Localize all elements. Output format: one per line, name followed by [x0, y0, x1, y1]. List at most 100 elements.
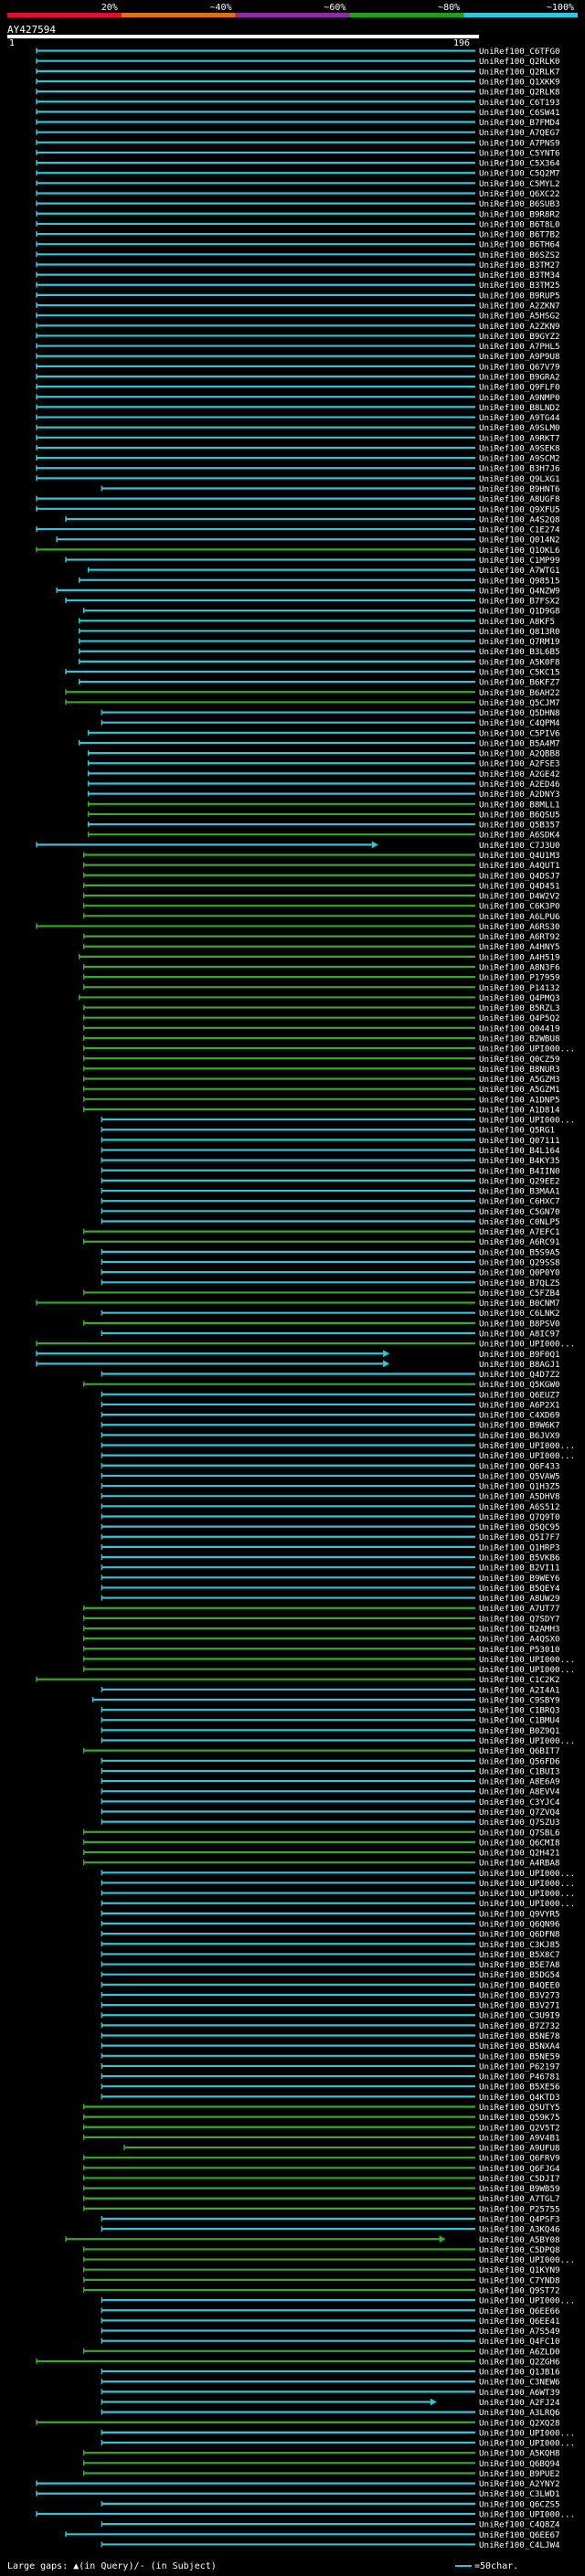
hit-label[interactable]: UniRef100_C5DPQ8 [479, 2245, 560, 2255]
hit-label[interactable]: UniRef100_A2I4A1 [479, 1685, 560, 1695]
hit-label[interactable]: UniRef100_B5NE78 [479, 2031, 560, 2041]
hit-label[interactable]: UniRef100_C0NLP5 [479, 1217, 560, 1227]
hit-label[interactable]: UniRef100_Q5I7F7 [479, 1532, 560, 1542]
hit-label[interactable]: UniRef100_B5VKB6 [479, 1553, 560, 1564]
hit-label[interactable]: UniRef100_B7QLZ5 [479, 1278, 560, 1288]
hit-label[interactable]: UniRef100_Q29SS8 [479, 1258, 560, 1268]
hit-label[interactable]: UniRef100_D4W2V2 [479, 892, 560, 902]
hit-label[interactable]: UniRef100_A6S512 [479, 1502, 560, 1512]
hit-label[interactable]: UniRef100_B2VI11 [479, 1564, 560, 1574]
hit-label[interactable]: UniRef100_B2AMH3 [479, 1624, 560, 1634]
hit-label[interactable]: UniRef100_B8PSV0 [479, 1319, 560, 1329]
hit-label[interactable]: UniRef100_C5X364 [479, 159, 560, 169]
hit-label[interactable]: UniRef100_B6SUB3 [479, 199, 560, 209]
hit-label[interactable]: UniRef100_P17959 [479, 973, 560, 983]
hit-label[interactable]: UniRef100_A6RC91 [479, 1237, 560, 1247]
hit-label[interactable]: UniRef100_B5NE59 [479, 2051, 560, 2062]
hit-label[interactable]: UniRef100_Q6DFN8 [479, 1930, 560, 1940]
hit-label[interactable]: UniRef100_Q7Q9T0 [479, 1512, 560, 1522]
hit-label[interactable]: UniRef100_UPI000... [479, 2510, 575, 2520]
hit-label[interactable]: UniRef100_Q4P5Q2 [479, 1013, 560, 1023]
hit-label[interactable]: UniRef100_Q2H421 [479, 1849, 560, 1859]
hit-label[interactable]: UniRef100_A5K0F8 [479, 657, 560, 667]
hit-label[interactable]: UniRef100_Q5CJM7 [479, 698, 560, 708]
hit-label[interactable]: UniRef100_C5MYL2 [479, 179, 560, 189]
hit-label[interactable]: UniRef100_C1E274 [479, 525, 560, 535]
hit-label[interactable]: UniRef100_P14132 [479, 983, 560, 993]
hit-label[interactable]: UniRef100_A2FSE3 [479, 759, 560, 769]
hit-label[interactable]: UniRef100_B4L164 [479, 1146, 560, 1156]
hit-label[interactable]: UniRef100_A8UW29 [479, 1594, 560, 1604]
hit-label[interactable]: UniRef100_C4Q8Z4 [479, 2520, 560, 2530]
hit-label[interactable]: UniRef100_UPI000... [479, 1736, 575, 1746]
hit-label[interactable]: UniRef100_A4S2Q8 [479, 514, 560, 525]
hit-label[interactable]: UniRef100_A3KQ46 [479, 2225, 560, 2235]
hit-label[interactable]: UniRef100_B9GRA2 [479, 372, 560, 382]
hit-label[interactable]: UniRef100_B3V273 [479, 1990, 560, 2000]
hit-label[interactable]: UniRef100_A8E6A9 [479, 1777, 560, 1787]
hit-label[interactable]: UniRef100_A2YNY2 [479, 2479, 560, 2489]
hit-label[interactable]: UniRef100_Q7SDY7 [479, 1614, 560, 1624]
hit-label[interactable]: UniRef100_B3MAA1 [479, 1187, 560, 1197]
hit-label[interactable]: UniRef100_Q6F433 [479, 1461, 560, 1471]
hit-label[interactable]: UniRef100_A9SCM2 [479, 454, 560, 464]
hit-label[interactable]: UniRef100_Q1OKL6 [479, 546, 560, 556]
hit-label[interactable]: UniRef100_B6TH64 [479, 240, 560, 250]
hit-label[interactable]: UniRef100_A3LRQ6 [479, 2408, 560, 2418]
hit-label[interactable]: UniRef100_C5GN70 [479, 1207, 560, 1217]
hit-label[interactable]: UniRef100_Q6BIT7 [479, 1746, 560, 1756]
hit-label[interactable]: UniRef100_B5QEY4 [479, 1584, 560, 1594]
hit-label[interactable]: UniRef100_A7QEG7 [479, 128, 560, 138]
hit-label[interactable]: UniRef100_Q4NZW9 [479, 586, 560, 596]
hit-label[interactable]: UniRef100_Q2RLK8 [479, 88, 560, 98]
hit-label[interactable]: UniRef100_Q0P0Y0 [479, 1268, 560, 1278]
hit-label[interactable]: UniRef100_C6K3P0 [479, 902, 560, 912]
hit-label[interactable]: UniRef100_C4LJW4 [479, 2540, 560, 2549]
hit-label[interactable]: UniRef100_B4IIN0 [479, 1166, 560, 1176]
hit-label[interactable]: UniRef100_C5DJI7 [479, 2174, 560, 2184]
hit-label[interactable]: UniRef100_B5DG54 [479, 1970, 560, 1980]
hit-label[interactable]: UniRef100_B0Z9Q1 [479, 1726, 560, 1736]
hit-label[interactable]: UniRef100_C7YND8 [479, 2275, 560, 2285]
hit-label[interactable]: UniRef100_Q5RG1 [479, 1126, 555, 1136]
hit-label[interactable]: UniRef100_A2DNY3 [479, 790, 560, 800]
hit-label[interactable]: UniRef100_B6SZS2 [479, 250, 560, 260]
hit-label[interactable]: UniRef100_C1BRQ3 [479, 1706, 560, 1716]
hit-label[interactable]: UniRef100_A8N3F6 [479, 963, 560, 973]
hit-label[interactable]: UniRef100_A5HSG2 [479, 312, 560, 322]
hit-label[interactable]: UniRef100_C6HXC7 [479, 1197, 560, 1207]
hit-label[interactable]: UniRef100_C5Q2M7 [479, 169, 560, 179]
hit-label[interactable]: UniRef100_B5RZL3 [479, 1003, 560, 1013]
hit-label[interactable]: UniRef100_A2ZKN9 [479, 322, 560, 332]
hit-label[interactable]: UniRef100_A7EFC1 [479, 1227, 560, 1237]
hit-label[interactable]: UniRef100_A1DNP5 [479, 1095, 560, 1105]
hit-label[interactable]: UniRef100_UPI000... [479, 2428, 575, 2438]
hit-label[interactable]: UniRef100_A9TG44 [479, 413, 560, 423]
hit-label[interactable]: UniRef100_A4HNY5 [479, 942, 560, 952]
hit-label[interactable]: UniRef100_B6AH22 [479, 688, 560, 698]
hit-label[interactable]: UniRef100_Q5VAW5 [479, 1471, 560, 1481]
hit-label[interactable]: UniRef100_B9RUP5 [479, 291, 560, 301]
hit-label[interactable]: UniRef100_A7TGL7 [479, 2194, 560, 2204]
hit-label[interactable]: UniRef100_B8MLL1 [479, 800, 560, 810]
hit-label[interactable]: UniRef100_C6T193 [479, 98, 560, 108]
hit-label[interactable]: UniRef100_UPI000... [479, 1869, 575, 1879]
hit-label[interactable]: UniRef100_C1BUI3 [479, 1766, 560, 1776]
hit-label[interactable]: UniRef100_B3H7J6 [479, 464, 560, 474]
hit-label[interactable]: UniRef100_A7PNS9 [479, 138, 560, 148]
hit-label[interactable]: UniRef100_B5XE56 [479, 2083, 560, 2093]
hit-label[interactable]: UniRef100_Q6FJG4 [479, 2164, 560, 2174]
hit-label[interactable]: UniRef100_A2GE42 [479, 769, 560, 779]
hit-label[interactable]: UniRef100_A5GZM1 [479, 1085, 560, 1095]
hit-label[interactable]: UniRef100_A8EVV4 [479, 1787, 560, 1797]
hit-label[interactable]: UniRef100_Q2V5T2 [479, 2123, 560, 2133]
hit-label[interactable]: UniRef100_B0CNM7 [479, 1299, 560, 1309]
hit-label[interactable]: UniRef100_Q4D451 [479, 881, 560, 891]
hit-label[interactable]: UniRef100_A7PHL5 [479, 342, 560, 352]
hit-label[interactable]: UniRef100_Q6CMI8 [479, 1838, 560, 1848]
hit-label[interactable]: UniRef100_Q56FD6 [479, 1756, 560, 1766]
hit-label[interactable]: UniRef100_UPI000... [479, 1116, 575, 1126]
hit-label[interactable]: UniRef100_Q5QC95 [479, 1522, 560, 1532]
hit-label[interactable]: UniRef100_B8AGJ1 [479, 1360, 560, 1370]
hit-label[interactable]: UniRef100_UPI000... [479, 1340, 575, 1350]
